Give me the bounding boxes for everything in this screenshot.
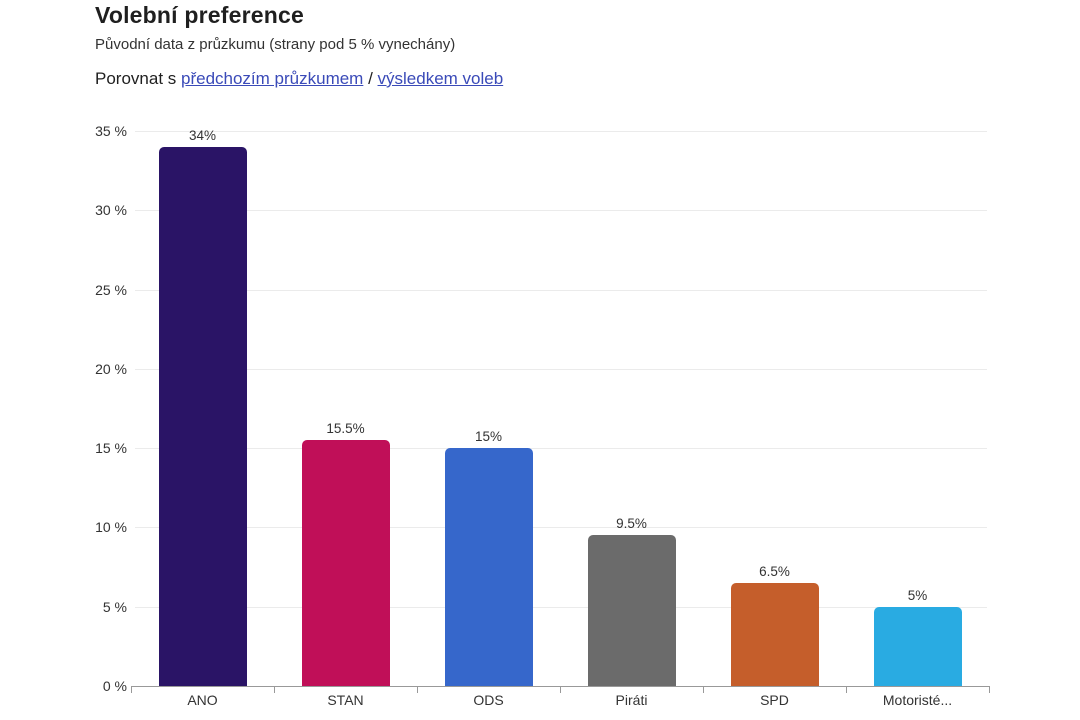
y-axis-tick-label: 10 % <box>95 519 127 536</box>
chart-header: Volební preference Původní data z průzku… <box>95 2 503 89</box>
compare-separator: / <box>363 69 378 88</box>
bar-ods[interactable] <box>444 448 533 686</box>
x-axis-category-label: ANO <box>187 692 218 708</box>
compare-prefix: Porovnat s <box>95 69 181 88</box>
bar-spd[interactable] <box>730 582 819 686</box>
x-axis-category-label: Motoristé... <box>882 692 953 708</box>
y-axis-tick-label: 15 % <box>95 440 127 457</box>
x-axis-category-label: STAN <box>327 692 364 708</box>
compare-previous-survey-link[interactable]: předchozím průzkumem <box>181 69 364 88</box>
gridline <box>135 448 987 450</box>
gridline <box>135 606 987 608</box>
x-axis-tick <box>560 686 561 693</box>
chart-subtitle: Původní data z průzkumu (strany pod 5 % … <box>95 36 456 53</box>
bar-value-label: 15% <box>474 429 503 445</box>
gridline <box>135 368 987 370</box>
x-axis-tick <box>417 686 418 693</box>
y-axis-tick-label: 25 % <box>95 281 127 298</box>
bar-ano[interactable] <box>158 146 247 686</box>
compare-election-results-link[interactable]: výsledkem voleb <box>377 69 504 88</box>
bar-value-label: 5% <box>907 587 928 603</box>
gridline <box>135 527 987 529</box>
gridline <box>135 131 987 132</box>
x-axis-tick <box>274 686 275 693</box>
x-axis-tick <box>703 686 704 693</box>
bar-value-label: 15.5% <box>326 421 365 437</box>
bar-value-label: 9.5% <box>616 516 647 532</box>
bar-stan[interactable] <box>301 440 390 686</box>
y-axis-tick-label: 5 % <box>102 598 127 615</box>
y-axis-tick-label: 30 % <box>95 202 127 219</box>
gridline <box>135 210 987 212</box>
bar-pirti[interactable] <box>587 535 676 686</box>
bar-value-label: 6.5% <box>759 563 790 579</box>
x-axis-category-label: SPD <box>760 692 789 708</box>
page-title: Volební preference <box>95 2 304 28</box>
y-axis-tick-label: 20 % <box>95 360 127 377</box>
x-axis-category-label: ODS <box>473 692 504 708</box>
gridline <box>135 289 987 291</box>
y-axis-tick-label: 35 % <box>95 123 127 139</box>
x-axis-tick <box>846 686 847 693</box>
bar-value-label: 34% <box>188 127 217 143</box>
x-axis-tick <box>131 686 132 693</box>
x-axis-tick <box>989 686 990 693</box>
compare-line: Porovnat s předchozím průzkumem / výsled… <box>95 69 503 89</box>
y-axis-tick-label: 0 % <box>102 678 127 694</box>
bar-motorist[interactable] <box>873 606 962 686</box>
x-axis-category-label: Piráti <box>615 692 648 708</box>
